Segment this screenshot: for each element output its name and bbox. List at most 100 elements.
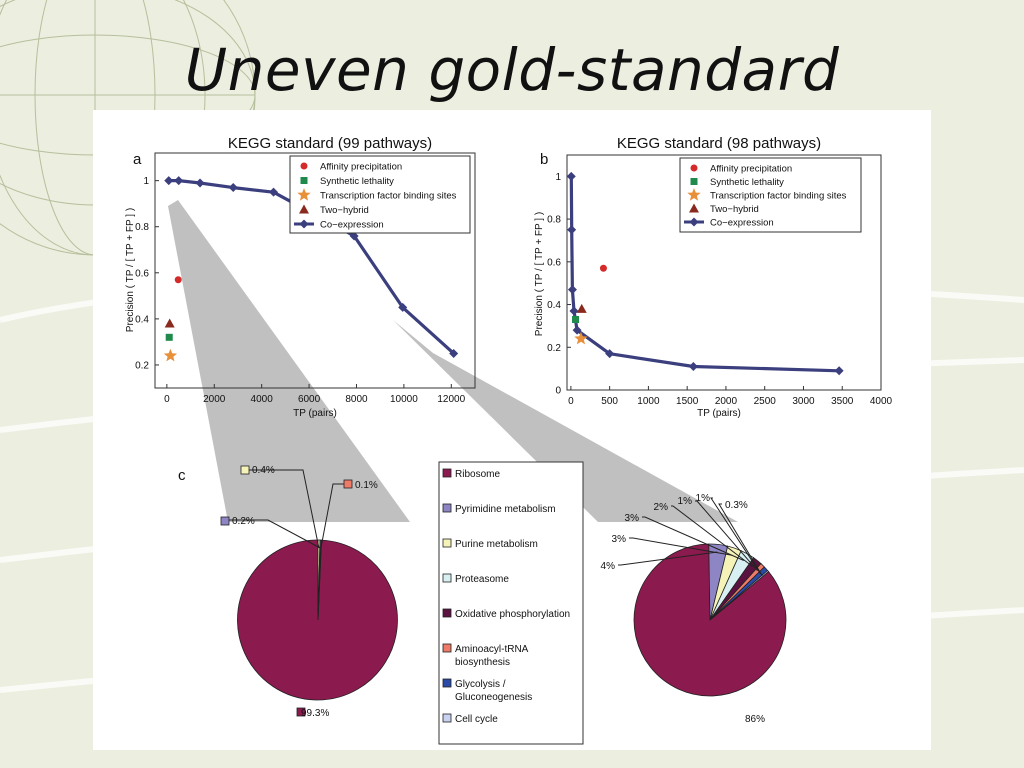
pie-label: 2% <box>654 502 669 513</box>
pie-legend-swatch <box>442 643 452 653</box>
co-expression-point <box>195 178 205 188</box>
co-expression-point <box>269 187 279 197</box>
y-tick-label: 1 <box>143 176 149 187</box>
legend-box <box>289 155 471 234</box>
data-point <box>174 276 182 284</box>
legend-marker <box>299 204 309 214</box>
x-tick-label: 1000 <box>637 396 660 407</box>
x-tick-label: 0 <box>164 394 170 405</box>
legend-label: Transcription factor binding sites <box>710 191 847 202</box>
pie-label: 99.3% <box>301 708 329 719</box>
pie-leader-line <box>618 551 718 566</box>
co-expression-point <box>567 225 577 235</box>
pie-slice <box>709 569 770 621</box>
y-tick-label: 0 <box>555 386 561 397</box>
pie-leader-line <box>642 516 745 561</box>
figure-svg: a KEGG standard (99 pathways) 0.2 0.4 0.6 0… <box>125 135 893 745</box>
co-expression-point <box>567 285 577 295</box>
y-tick-label: 1 <box>555 172 561 183</box>
legend-marker <box>690 164 698 172</box>
legend-marker <box>300 177 308 184</box>
pie-label: 86% <box>745 714 765 725</box>
pie-label-swatch <box>343 479 353 489</box>
legend-marker <box>297 188 311 201</box>
pie-legend-swatch <box>442 468 452 478</box>
x-tick-label: 1500 <box>676 396 699 407</box>
y-tick-label: 0.6 <box>135 268 149 279</box>
pie-legend-label: Oxidative phosphorylation <box>455 609 570 620</box>
pie-chart-right: 86% 4% 3% 3% 2% 1% 1% 0.3% <box>601 493 787 725</box>
y-tick-label: 0.4 <box>135 314 149 325</box>
x-tick-label: 2000 <box>203 394 226 405</box>
pie-label: 1% <box>678 496 693 507</box>
data-point <box>165 333 173 341</box>
chart-b-xlabel: TP (pairs) <box>697 408 741 419</box>
y-tick-label: 0.8 <box>135 222 149 233</box>
pie-legend-swatch <box>442 573 452 583</box>
chart-a-frame <box>154 152 476 389</box>
chart-b: b KEGG standard (98 pathways) 0 0.2 0.4 0.6… <box>534 135 893 419</box>
pie-legend-swatch <box>442 503 452 513</box>
panel-letter-a: a <box>133 151 142 168</box>
legend-label: Two−hybrid <box>710 204 759 215</box>
legend-label: Co−expression <box>710 218 774 229</box>
y-tick-label: 0.2 <box>547 343 561 354</box>
x-tick-label: 10000 <box>390 394 418 405</box>
co-expression-point <box>688 362 698 371</box>
pie-leader-line <box>249 469 320 549</box>
legend-marker <box>299 219 309 229</box>
chart-b-frame <box>566 154 882 391</box>
slide-title: Uneven gold-standard <box>184 36 840 104</box>
pie-legend-box <box>438 461 584 745</box>
y-tick-label: 0.4 <box>547 300 561 311</box>
pie-label: 0.3% <box>725 500 748 511</box>
x-tick-label: 2500 <box>754 396 777 407</box>
co-expression-point <box>605 349 615 359</box>
x-tick-label: 3000 <box>792 396 815 407</box>
pie-label-swatch <box>220 516 230 526</box>
legend-label: Synthetic lethality <box>320 176 394 187</box>
pie-chart-left: 99.3% 0.4% 0.2% 0.1% <box>220 465 398 719</box>
pie-leader-line <box>671 505 753 567</box>
pie-leader-line <box>229 519 321 549</box>
x-tick-label: 6000 <box>298 394 321 405</box>
pie-slice <box>317 539 322 621</box>
chart-b-legend: Affinity precipitation Synthetic lethalit… <box>679 157 862 233</box>
data-point <box>574 331 588 345</box>
panel-letter-c: c <box>178 467 186 484</box>
pie-label: 0.4% <box>252 465 275 476</box>
pie-slice <box>237 539 398 701</box>
y-tick-label: 0.2 <box>135 360 149 371</box>
pie-legend-label: Ribosome <box>455 469 500 480</box>
legend-marker <box>689 217 699 227</box>
data-point <box>599 264 607 272</box>
co-expression-point <box>834 366 844 376</box>
chart-a-title: KEGG standard (99 pathways) <box>228 135 432 152</box>
data-point <box>572 316 580 323</box>
pie-legend-swatch <box>442 713 452 723</box>
chart-b-title: KEGG standard (98 pathways) <box>617 135 821 152</box>
legend-label: Affinity precipitation <box>710 164 792 175</box>
pie-label-swatch <box>240 465 250 475</box>
y-tick-label: 0.8 <box>547 215 561 226</box>
pie-label: 1% <box>696 493 711 504</box>
x-tick-label: 12000 <box>437 394 465 405</box>
co-expression-point <box>228 183 238 193</box>
legend-marker <box>300 162 308 170</box>
pie-legend-label: Glycolysis / <box>455 679 506 690</box>
pie-leader-line <box>695 500 758 572</box>
x-tick-label: 0 <box>568 396 574 407</box>
x-tick-label: 3500 <box>831 396 854 407</box>
legend-label: Synthetic lethality <box>710 177 784 188</box>
chart-a: a KEGG standard (99 pathways) 0.2 0.4 0.6 0… <box>125 135 476 419</box>
pie-legend: Ribosome Pyrimidine metabolism Purine meta… <box>438 461 584 745</box>
pie-legend-label: Pyrimidine metabolism <box>455 504 556 515</box>
x-tick-label: 500 <box>601 396 618 407</box>
co-expression-point <box>569 306 579 316</box>
pie-legend-label: Gluconeogenesis <box>455 692 532 703</box>
pie-label: 0.1% <box>355 480 378 491</box>
pie-legend-label: Cell cycle <box>455 714 498 725</box>
legend-label: Two−hybrid <box>320 205 369 216</box>
zoom-ribbon-left <box>168 200 410 522</box>
data-point <box>163 348 178 362</box>
